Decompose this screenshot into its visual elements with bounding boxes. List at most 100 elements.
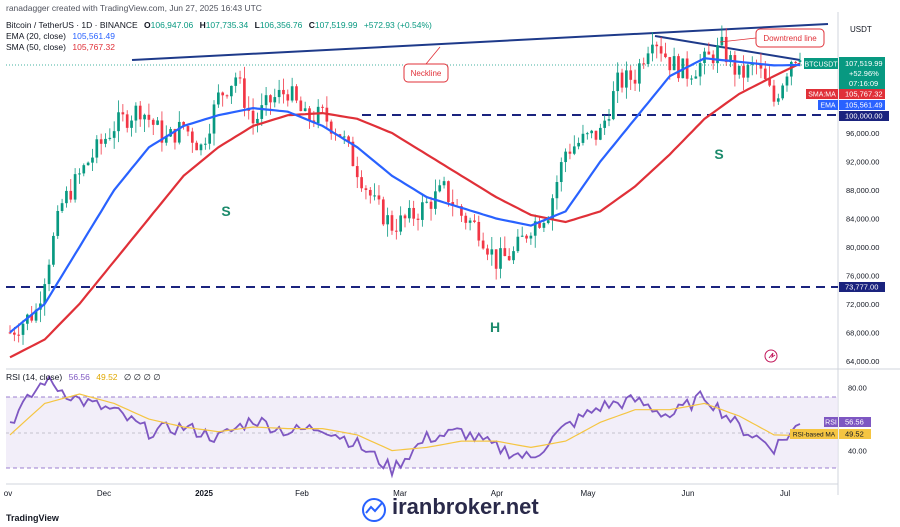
time-tick-label: 2025 xyxy=(195,489,213,498)
candle-body xyxy=(551,198,554,221)
candle-body xyxy=(368,189,372,196)
candle-body xyxy=(490,249,494,255)
candle-body xyxy=(438,185,442,192)
candle-body xyxy=(91,157,94,163)
candle-body xyxy=(360,177,363,189)
candle-body xyxy=(698,63,702,77)
candle-body xyxy=(286,94,290,101)
candle-body xyxy=(243,78,246,108)
candle-body xyxy=(108,137,112,139)
candle-body xyxy=(290,86,294,101)
candle-body xyxy=(138,105,142,120)
candle-body xyxy=(30,314,34,321)
price-tick-label: 84,000.00 xyxy=(846,214,879,223)
neckline-trendline xyxy=(131,23,829,61)
candle-body xyxy=(789,61,793,77)
candle-body xyxy=(685,58,689,79)
candle-body xyxy=(776,98,780,102)
price-pct: +52.96% xyxy=(849,69,879,78)
candle-body xyxy=(117,112,120,132)
ema-line xyxy=(9,57,800,334)
candle-body xyxy=(82,165,86,174)
h-label: H xyxy=(199,20,206,30)
candle-body xyxy=(737,65,741,75)
support-low-value: 73,777.00 xyxy=(845,283,878,292)
candle-body xyxy=(269,95,272,103)
candle-body xyxy=(512,251,515,261)
right-shoulder-label: S xyxy=(714,146,723,162)
candle-body xyxy=(403,215,407,219)
rsi-tag-badge xyxy=(824,417,838,427)
time-tick-label: Feb xyxy=(295,489,309,498)
sma-legend-value: 105,767.32 xyxy=(72,42,115,52)
candle-body xyxy=(13,332,16,335)
rsi-ma-value: 49.52 xyxy=(845,430,864,439)
candle-body xyxy=(377,195,381,200)
price-tick-label: 88,000.00 xyxy=(846,186,879,195)
time-tick-label: Jun xyxy=(682,489,695,498)
candle-body xyxy=(664,53,667,58)
candle-body xyxy=(125,114,129,128)
candle-body xyxy=(503,248,507,257)
rsi-value-badge xyxy=(839,417,871,427)
candle-body xyxy=(173,129,177,143)
tradingview-brand[interactable]: TradingView xyxy=(6,513,59,523)
candle-body xyxy=(208,133,212,144)
candle-body xyxy=(295,86,298,101)
ema-legend[interactable]: EMA (20, close) 105,561.49 xyxy=(6,31,119,41)
candle-body xyxy=(520,235,524,237)
price-tick-label: 64,000.00 xyxy=(846,357,879,366)
candle-body xyxy=(651,44,654,54)
candle-body xyxy=(507,256,511,261)
candle-body xyxy=(408,207,411,219)
sma-value-badge xyxy=(839,89,885,99)
rsi-value: 56.56 xyxy=(845,418,864,427)
candle-body xyxy=(590,130,593,134)
candle-body xyxy=(416,218,420,220)
candle-body xyxy=(147,114,151,120)
candle-body xyxy=(347,136,350,142)
alert-icon[interactable] xyxy=(764,349,778,363)
candle-body xyxy=(481,240,485,249)
price-tick-label: 68,000.00 xyxy=(846,328,879,337)
candle-body xyxy=(499,248,502,269)
candle-body xyxy=(572,146,576,154)
candle-body xyxy=(546,220,550,224)
rsi-legend[interactable]: RSI (14, close) 56.56 49.52 ∅ ∅ ∅ ∅ xyxy=(6,372,165,383)
candle-body xyxy=(321,106,324,108)
candle-body xyxy=(355,166,359,178)
candle-body xyxy=(373,195,376,197)
candle-body xyxy=(190,131,194,143)
rsi-band xyxy=(6,397,838,468)
candle-body xyxy=(342,136,346,138)
time-tick-label: Mar xyxy=(393,489,407,498)
candle-body xyxy=(8,332,12,334)
rsi-line xyxy=(9,374,801,479)
candle-body xyxy=(620,72,624,88)
time-tick-label: Apr xyxy=(491,489,504,498)
lightning-icon xyxy=(768,352,776,359)
candle-body xyxy=(594,130,598,140)
candle-body xyxy=(733,55,737,75)
watermark-logo-icon xyxy=(362,498,386,522)
candle-body xyxy=(164,136,168,143)
c-value: 107,519.99 xyxy=(314,20,358,30)
currency-label: USDT xyxy=(850,25,872,34)
candle-body xyxy=(104,138,107,144)
head-label: H xyxy=(490,319,500,335)
rsi-legend-label: RSI (14, close) xyxy=(6,372,63,382)
ema-tag-badge xyxy=(818,100,838,110)
sma-legend[interactable]: SMA (50, close) 105,767.32 xyxy=(6,42,119,52)
candle-body xyxy=(182,121,185,127)
candle-body xyxy=(251,110,255,124)
candle-body xyxy=(607,119,611,121)
support-low-badge xyxy=(839,282,885,292)
candle-body xyxy=(464,215,468,223)
candle-body xyxy=(256,118,259,124)
candle-body xyxy=(447,181,450,203)
candle-body xyxy=(234,77,238,86)
candle-body xyxy=(56,210,60,236)
candle-body xyxy=(529,235,533,239)
neckline-callout xyxy=(403,63,449,83)
ema-legend-value: 105,561.49 xyxy=(72,31,115,41)
